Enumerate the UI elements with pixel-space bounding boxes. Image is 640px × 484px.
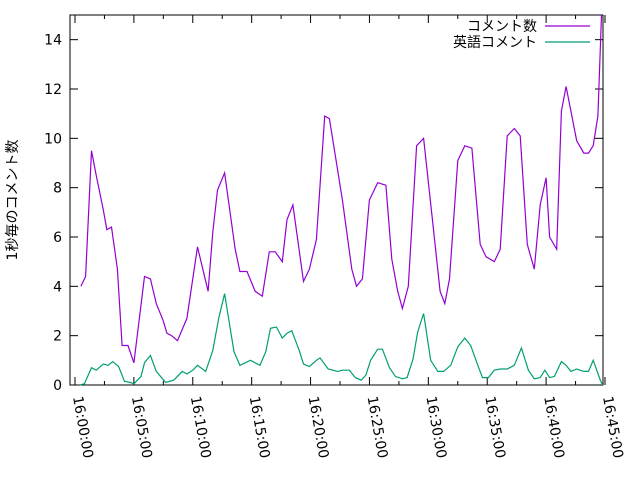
y-tick-label: 8: [53, 181, 62, 197]
series-group: [79, 14, 604, 386]
x-tick-label: 16:15:00: [246, 395, 273, 460]
x-tick-label: 16:30:00: [422, 395, 449, 460]
x-tick-label: 16:35:00: [481, 395, 508, 460]
x-tick-label: 16:05:00: [128, 395, 155, 460]
series-line-0: [80, 14, 603, 363]
y-axis-label: 1秒毎のコメント数: [5, 140, 21, 261]
y-tick-label: 6: [53, 230, 62, 246]
y-tick-label: 14: [44, 33, 62, 49]
legend-label: コメント数: [467, 19, 537, 35]
y-tick-label: 10: [44, 131, 62, 147]
axes: 0 2 4 6 8 10 12 14 16:00:00 16:05:00 16:10:00 16:15…: [44, 14, 626, 460]
x-tick-label: 16:25:00: [364, 395, 391, 460]
x-tick-label: 16:40:00: [540, 395, 567, 460]
x-tick-label: 16:45:00: [599, 395, 626, 460]
x-tick-label: 16:10:00: [187, 395, 214, 460]
y-tick-label: 12: [44, 82, 62, 98]
series-line-1: [79, 293, 604, 386]
y-tick-label: 4: [53, 279, 62, 295]
x-tick-label: 16:00:00: [69, 395, 96, 460]
y-tick-label: 0: [53, 378, 62, 394]
plot-border: [69, 14, 604, 386]
x-tick-label: 16:20:00: [305, 395, 332, 460]
legend-label: 英語コメント: [453, 34, 537, 51]
y-tick-label: 2: [53, 329, 62, 345]
